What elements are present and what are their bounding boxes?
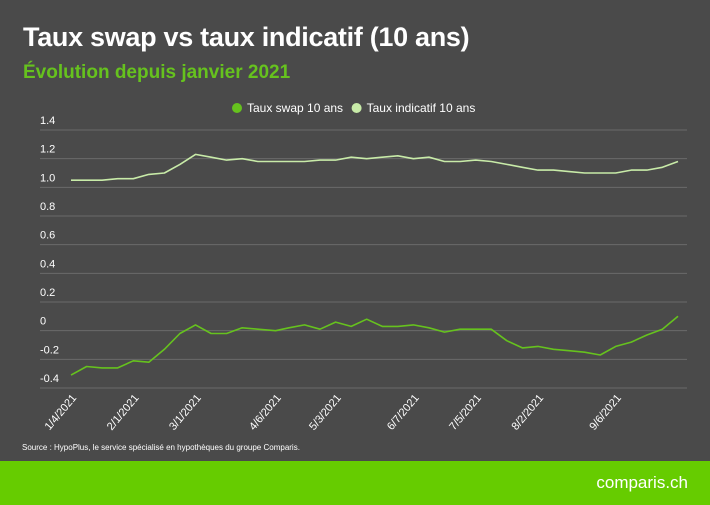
line-chart: 1.4 1.2 1.0 0.8 0.6 0.4 0.2 0 -0.2 -0.4 1/4/2021 2/… [40,101,687,433]
x-tick-label: 7/5/2021 [447,392,484,433]
y-tick-label: 1.2 [40,144,55,156]
legend-marker [232,103,242,113]
y-tick-label: 0.8 [40,201,55,213]
comparis-logo: comparis.ch [596,473,688,492]
legend-label: Taux indicatif 10 ans [367,101,476,115]
legend-label: Taux swap 10 ans [247,101,343,115]
x-tick-label: 3/1/2021 [167,392,204,433]
y-tick-label: 0.6 [40,230,55,242]
x-tick-label: 8/2/2021 [509,392,546,433]
x-tick-label: 6/7/2021 [385,392,422,433]
chart-subtitle: Évolution depuis janvier 2021 [23,62,291,83]
x-tick-label: 1/4/2021 [43,392,80,433]
y-tick-label: 0.2 [40,287,55,299]
x-tick-label: 9/6/2021 [587,392,624,433]
y-tick-label: 0.4 [40,258,55,270]
x-tick-label: 2/1/2021 [105,392,142,433]
y-tick-label: -0.2 [40,344,59,356]
series-line-swap [70,315,679,376]
legend-marker [351,103,362,113]
x-tick-label: 5/3/2021 [307,392,344,433]
y-tick-label: 1.0 [40,172,55,184]
series-line-indicatif [71,153,679,181]
source-note: Source : HypoPlus, le service spécialisé… [22,443,300,452]
y-tick-label: 1.4 [40,115,55,127]
footer-bar: comparis.ch [0,461,710,505]
chart-title: Taux swap vs taux indicatif (10 ans) [23,22,470,52]
y-tick-label: -0.4 [40,373,59,385]
x-tick-label: 4/6/2021 [247,392,284,433]
y-tick-label: 0 [40,316,46,328]
